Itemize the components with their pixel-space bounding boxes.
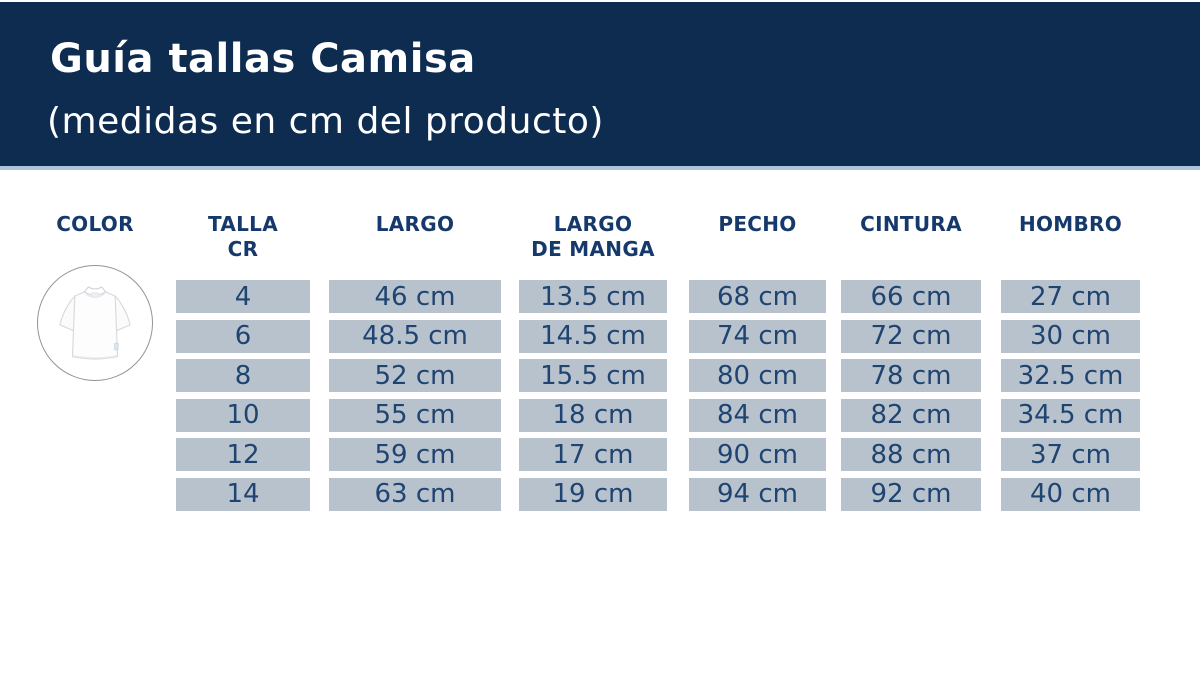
cell-pecho: 80 cm: [689, 359, 826, 392]
cell-talla-cr: 14: [176, 477, 310, 511]
cell-largo: 46 cm: [329, 280, 501, 313]
col-header-color-line1: COLOR: [56, 212, 134, 236]
cell-largo: 63 cm: [329, 477, 501, 511]
cell-cintura: 78 cm: [841, 359, 981, 392]
cell-cintura: 88 cm: [841, 438, 981, 471]
cell-talla-cr: 12: [176, 438, 310, 471]
cell-pecho: 90 cm: [689, 438, 826, 471]
table-row: 4 46 cm 13.5 cm 68 cm 66 cm 27 cm: [0, 280, 1200, 313]
cell-cintura: 92 cm: [841, 477, 981, 511]
cell-largo-de-manga: 17 cm: [519, 438, 667, 471]
table-row: 6 48.5 cm 14.5 cm 74 cm 72 cm 30 cm: [0, 319, 1200, 353]
table-row: 12 59 cm 17 cm 90 cm 88 cm 37 cm: [0, 438, 1200, 471]
cell-largo-de-manga: 19 cm: [519, 477, 667, 511]
cell-talla-cr: 10: [176, 398, 310, 432]
cell-cintura: 66 cm: [841, 280, 981, 313]
col-header-talla-cr: TALLA CR: [176, 212, 310, 262]
cell-largo: 55 cm: [329, 398, 501, 432]
cell-pecho: 74 cm: [689, 319, 826, 353]
col-header-pecho-line1: PECHO: [718, 212, 797, 236]
white-polo-shirt-icon: [59, 286, 131, 360]
col-header-talla-line2: CR: [227, 237, 259, 261]
col-header-pecho: PECHO: [689, 212, 826, 237]
cell-pecho: 94 cm: [689, 477, 826, 511]
cell-largo-de-manga: 18 cm: [519, 398, 667, 432]
cell-largo: 48.5 cm: [329, 319, 501, 353]
cell-talla-cr: 4: [176, 280, 310, 313]
cell-largo-de-manga: 15.5 cm: [519, 359, 667, 392]
cell-hombro: 27 cm: [1001, 280, 1140, 313]
cell-hombro: 37 cm: [1001, 438, 1140, 471]
table-row: 10 55 cm 18 cm 84 cm 82 cm 34.5 cm: [0, 398, 1200, 432]
page-subtitle: (medidas en cm del producto): [47, 101, 604, 142]
col-header-manga-line1: LARGO: [553, 212, 633, 236]
col-header-hombro: HOMBRO: [1001, 212, 1140, 237]
table-row: 14 63 cm 19 cm 94 cm 92 cm 40 cm: [0, 477, 1200, 511]
cell-hombro: 40 cm: [1001, 477, 1140, 511]
cell-pecho: 84 cm: [689, 398, 826, 432]
cell-cintura: 82 cm: [841, 398, 981, 432]
cell-talla-cr: 8: [176, 359, 310, 392]
cell-cintura: 72 cm: [841, 319, 981, 353]
cell-largo: 59 cm: [329, 438, 501, 471]
cell-largo: 52 cm: [329, 359, 501, 392]
col-header-talla-line1: TALLA: [207, 212, 279, 236]
col-header-cintura-line1: CINTURA: [860, 212, 962, 236]
col-header-largo-de-manga: LARGO DE MANGA: [519, 212, 667, 262]
col-header-color: COLOR: [25, 212, 165, 237]
page-title: Guía tallas Camisa: [50, 36, 476, 82]
cell-hombro: 32.5 cm: [1001, 359, 1140, 392]
cell-largo-de-manga: 14.5 cm: [519, 319, 667, 353]
table-row: 8 52 cm 15.5 cm 80 cm 78 cm 32.5 cm: [0, 359, 1200, 392]
banner: Guía tallas Camisa (medidas en cm del pr…: [0, 2, 1200, 170]
cell-largo-de-manga: 13.5 cm: [519, 280, 667, 313]
cell-hombro: 34.5 cm: [1001, 398, 1140, 432]
col-header-manga-line2: DE MANGA: [531, 237, 655, 261]
cell-pecho: 68 cm: [689, 280, 826, 313]
cell-talla-cr: 6: [176, 319, 310, 353]
col-header-cintura: CINTURA: [841, 212, 981, 237]
col-header-hombro-line1: HOMBRO: [1018, 212, 1123, 236]
col-header-largo: LARGO: [329, 212, 501, 237]
product-photo-circle: [37, 265, 153, 381]
col-header-largo-line1: LARGO: [375, 212, 455, 236]
cell-hombro: 30 cm: [1001, 319, 1140, 353]
